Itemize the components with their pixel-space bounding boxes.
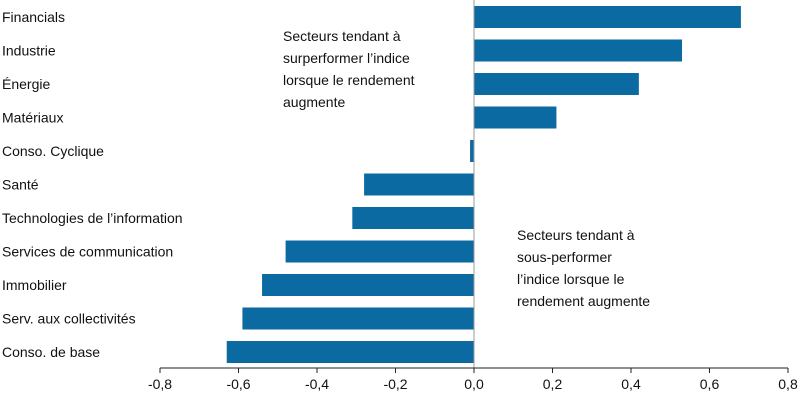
bar bbox=[364, 173, 474, 196]
x-tick-label: -0,2 bbox=[383, 376, 407, 392]
category-label: Industrie bbox=[2, 43, 56, 59]
bar bbox=[285, 240, 474, 263]
bar bbox=[262, 274, 474, 296]
annotation-line: l’indice lorsque le bbox=[517, 271, 625, 287]
bar bbox=[352, 207, 474, 229]
category-label: Matériaux bbox=[2, 110, 63, 126]
bar bbox=[226, 341, 474, 363]
x-tick-label: -0,4 bbox=[305, 376, 329, 392]
bar bbox=[474, 39, 683, 62]
x-tick-label: 0,2 bbox=[543, 376, 563, 392]
annotation-line: lorsque le rendement bbox=[283, 72, 415, 88]
annotation-line: augmente bbox=[283, 94, 345, 110]
annotation-text: Secteurs tendant à surperformer l’indice l… bbox=[283, 28, 415, 110]
x-tick-label: 0,8 bbox=[778, 376, 798, 392]
x-tick-label: 0,4 bbox=[621, 376, 641, 392]
category-label: Conso. Cyclique bbox=[2, 143, 104, 159]
annotation-line: Secteurs tendant à bbox=[517, 227, 635, 243]
bar bbox=[474, 73, 639, 95]
x-tick-label: 0,6 bbox=[700, 376, 720, 392]
bar bbox=[470, 140, 474, 162]
annotation-line: Secteurs tendant à bbox=[283, 28, 401, 44]
bar bbox=[474, 6, 741, 28]
category-label: Technologies de l’information bbox=[2, 210, 183, 226]
category-label: Financials bbox=[2, 9, 65, 25]
annotation-line: surperformer l’indice bbox=[283, 50, 410, 66]
category-label: Services de communication bbox=[2, 244, 173, 260]
category-label: Santé bbox=[2, 177, 39, 193]
bar bbox=[474, 106, 557, 129]
x-tick-label: 0,0 bbox=[464, 376, 484, 392]
x-tick-label: -0,8 bbox=[148, 376, 172, 392]
annotation-line: rendement augmente bbox=[517, 293, 650, 309]
bar bbox=[242, 307, 474, 330]
category-label: Serv. aux collectivités bbox=[2, 311, 136, 327]
category-label: Énergie bbox=[2, 76, 50, 92]
annotation-line: sous-performer bbox=[517, 249, 612, 265]
category-label: Immobilier bbox=[2, 277, 67, 293]
category-label: Conso. de base bbox=[2, 344, 100, 360]
x-tick-label: -0,6 bbox=[226, 376, 250, 392]
annotation-text: Secteurs tendant à sous-performer l’indice… bbox=[517, 227, 650, 309]
